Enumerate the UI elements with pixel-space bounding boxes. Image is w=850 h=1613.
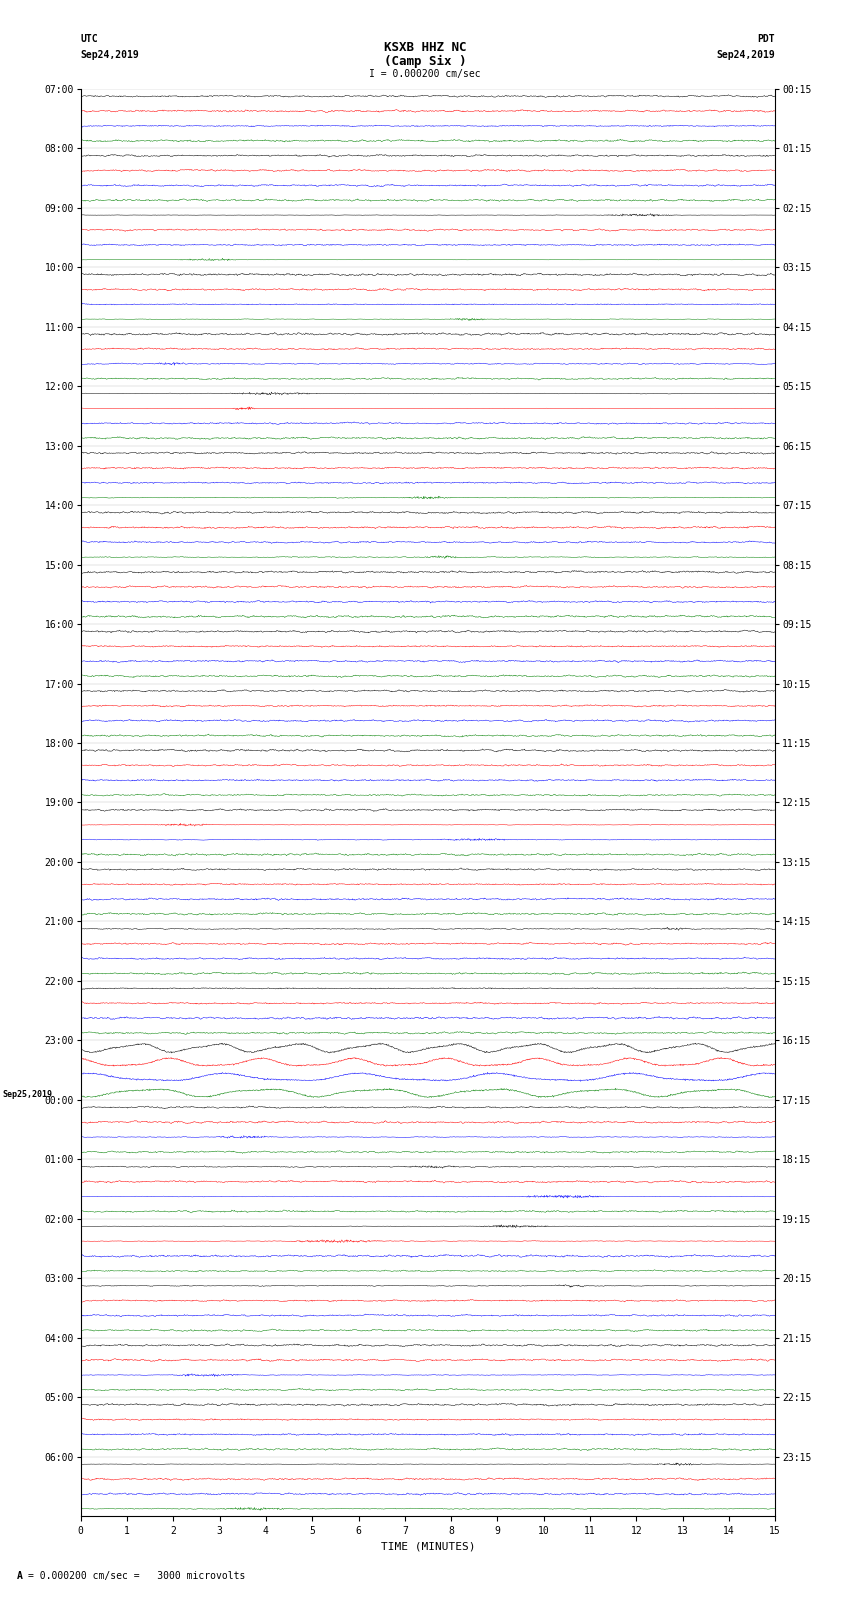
Text: A: A — [17, 1571, 23, 1581]
Text: Sep24,2019: Sep24,2019 — [81, 50, 139, 60]
Text: Sep25,2019: Sep25,2019 — [2, 1090, 52, 1098]
Text: I = 0.000200 cm/sec: I = 0.000200 cm/sec — [369, 69, 481, 79]
Text: UTC: UTC — [81, 34, 99, 44]
Text: PDT: PDT — [757, 34, 775, 44]
X-axis label: TIME (MINUTES): TIME (MINUTES) — [381, 1542, 475, 1552]
Text: = 0.000200 cm/sec =   3000 microvolts: = 0.000200 cm/sec = 3000 microvolts — [28, 1571, 246, 1581]
Text: Sep24,2019: Sep24,2019 — [717, 50, 775, 60]
Text: KSXB HHZ NC: KSXB HHZ NC — [383, 40, 467, 53]
Text: (Camp Six ): (Camp Six ) — [383, 55, 467, 68]
